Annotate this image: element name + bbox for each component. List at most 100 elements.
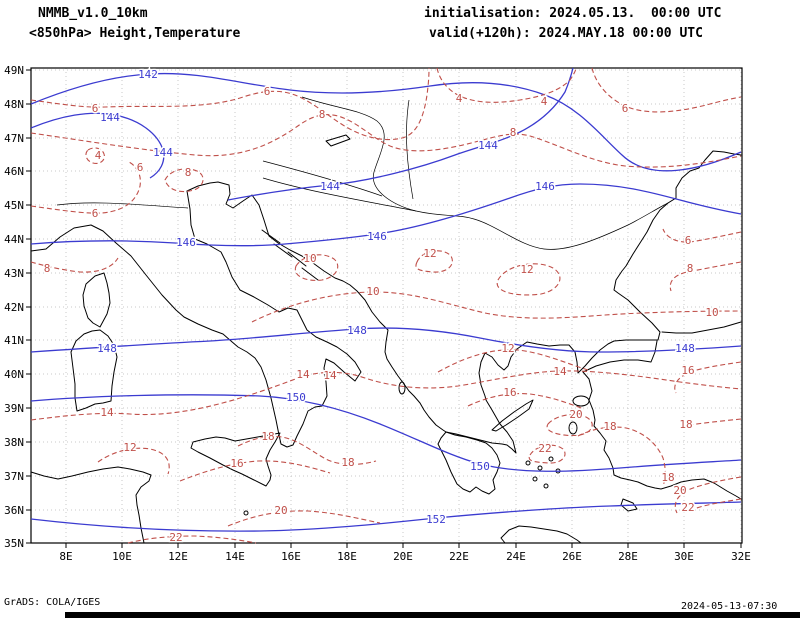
- river-po: [56, 202, 189, 209]
- lat-label: 44N: [4, 233, 24, 246]
- temp-contour-8: [669, 261, 742, 292]
- coast-chios: [568, 421, 578, 435]
- lon-label: 30E: [674, 550, 694, 563]
- temp-contour-14: [30, 370, 742, 421]
- temp-contour-label: 6: [264, 85, 271, 98]
- height-contour-label: 142: [138, 68, 158, 81]
- lat-label: 48N: [4, 98, 24, 111]
- height-contour-label: 148: [675, 342, 695, 355]
- temp-contour-label: 6: [685, 234, 692, 247]
- river-sava: [262, 177, 417, 212]
- coast-evia: [491, 399, 534, 432]
- temp-contour-8-loop: [164, 168, 204, 193]
- temp-contour-22: [127, 535, 257, 544]
- temp-contour-label: 6: [92, 207, 99, 220]
- axis-labels: 49N 48N 47N 46N 45N 44N 43N 42N 41N 40N 39N 38N 37N 3…: [4, 64, 751, 563]
- height-contour-142: [30, 72, 742, 172]
- lon-label: 18E: [337, 550, 357, 563]
- temp-contour-label: 18: [261, 430, 274, 443]
- coast-anatolia-west-south: [582, 371, 742, 500]
- coast-corsica: [82, 272, 111, 328]
- height-contours: [30, 67, 742, 532]
- height-contour-label: 144: [153, 146, 173, 159]
- temp-contour-8: [30, 257, 119, 273]
- temp-contour-22: [693, 498, 742, 510]
- valid-time: valid(+120h): 2024.MAY.18 00:00 UTC: [429, 26, 703, 41]
- lat-label: 45N: [4, 199, 24, 212]
- coast-lesbos: [572, 395, 590, 407]
- river-tisza: [406, 99, 414, 200]
- init-time: initialisation: 2024.05.13. 00:00 UTC: [424, 6, 722, 21]
- coast-sardinia: [70, 329, 118, 412]
- temp-contour-label: 8: [44, 262, 51, 275]
- temp-contour-6: [30, 67, 430, 141]
- grads-credit: GrADS: COLA/IGES: [4, 597, 101, 608]
- height-contour-148: [30, 327, 742, 353]
- temp-contour-label: 18: [661, 471, 674, 484]
- coast-marmara-blacksea-anatolia: [582, 321, 742, 373]
- lon-label: 16E: [281, 550, 301, 563]
- temp-contour-label: 10: [705, 306, 718, 319]
- lat-label: 36N: [4, 504, 24, 517]
- temp-contour-16: [179, 460, 331, 482]
- temp-contour-20: [227, 510, 381, 527]
- lon-label: 14E: [225, 550, 245, 563]
- temp-contour-label: 12: [520, 263, 533, 276]
- temp-contour-label: 10: [366, 285, 379, 298]
- temp-contour-12-loop: [415, 250, 453, 273]
- height-contour-144: [30, 112, 165, 179]
- temp-contour-label: 20: [569, 408, 582, 421]
- temp-contour-label: 22: [681, 501, 694, 514]
- map-frame: [30, 67, 743, 544]
- river-danube: [301, 96, 677, 250]
- coast-cyclades-islets: [243, 456, 561, 516]
- model-name: NMMB_v1.0_10km: [38, 6, 148, 21]
- temp-contour-label: 14: [296, 368, 310, 381]
- lon-label: 22E: [449, 550, 469, 563]
- height-contour-152: [30, 501, 742, 532]
- temp-contour-label: 22: [538, 442, 551, 455]
- lon-label: 32E: [731, 550, 751, 563]
- temp-contour-label: 20: [673, 484, 686, 497]
- temp-contour-6: [30, 160, 141, 214]
- lat-label: 40N: [4, 368, 24, 381]
- islet: [532, 476, 538, 482]
- river-drava: [262, 160, 383, 197]
- islet: [537, 465, 543, 471]
- lon-label: 10E: [112, 550, 132, 563]
- temp-contour-6: [662, 228, 742, 243]
- height-contour-label: 150: [470, 460, 490, 473]
- lon-label: 20E: [393, 550, 413, 563]
- temp-contour-8: [30, 114, 742, 168]
- temp-contour-16: [674, 361, 742, 394]
- temp-contour-label: 6: [92, 102, 99, 115]
- temp-contour-4-loop: [85, 147, 105, 164]
- bottom-black-bar: [65, 612, 800, 618]
- lon-label: 24E: [506, 550, 526, 563]
- lon-label: 8E: [59, 550, 72, 563]
- coast-north-africa: [30, 466, 152, 544]
- lat-label: 49N: [4, 64, 24, 77]
- temp-contour-18: [577, 426, 666, 487]
- temp-contour-label: 12: [423, 247, 436, 260]
- height-contour-label: 144: [478, 139, 498, 152]
- temp-contour-label: 6: [622, 102, 629, 115]
- coast-italy-balkans-blacksea: [30, 150, 742, 454]
- coast-crete: [500, 525, 582, 544]
- temp-contour-label: 14: [100, 406, 114, 419]
- temp-contour-label: 4: [95, 149, 102, 162]
- temp-contour-label: 8: [687, 262, 694, 275]
- temp-contour-4: [436, 67, 577, 103]
- height-contour-label: 152: [426, 513, 446, 526]
- lat-label: 47N: [4, 132, 24, 145]
- height-contour-label: 146: [367, 230, 387, 243]
- temp-contour-20: [674, 476, 742, 514]
- temp-contour-20-loop: [546, 414, 593, 437]
- height-contour-label: 146: [176, 236, 196, 249]
- temp-contour-label: 8: [510, 126, 517, 139]
- temp-contour-12: [437, 349, 589, 373]
- temp-contour-label: 18: [679, 418, 692, 431]
